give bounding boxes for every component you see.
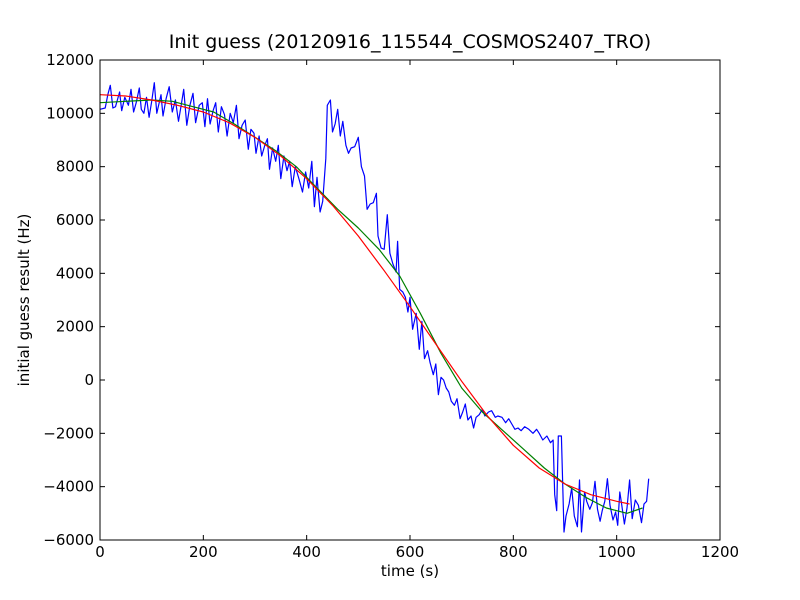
series-line-1 — [99, 82, 650, 533]
y-tick-label: 10000 — [46, 104, 94, 122]
y-tick-label: 8000 — [56, 158, 94, 176]
y-tick-label: −6000 — [43, 531, 94, 549]
x-tick-label: 200 — [189, 543, 218, 561]
series-layer — [99, 82, 650, 533]
y-tick-label: 0 — [84, 371, 94, 389]
y-axis-label: initial guess result (Hz) — [15, 214, 33, 387]
y-tick-label: 4000 — [56, 264, 94, 282]
y-tick-label: −2000 — [43, 424, 94, 442]
plot-frame — [99, 59, 721, 541]
chart-title: Init guess (20120916_115544_COSMOS2407_T… — [169, 31, 651, 53]
y-tick-label: 6000 — [56, 211, 94, 229]
series-line-3 — [99, 94, 630, 505]
series-line-2 — [99, 99, 643, 514]
x-tick-label: 1000 — [598, 543, 636, 561]
x-tick-label: 800 — [499, 543, 528, 561]
y-tick-label: −4000 — [43, 478, 94, 496]
x-tick-label: 600 — [396, 543, 425, 561]
y-tick-label: 2000 — [56, 318, 94, 336]
x-tick-label: 400 — [292, 543, 321, 561]
x-axis-label: time (s) — [381, 562, 439, 580]
x-tick-label: 0 — [95, 543, 105, 561]
tick-layer: 0 200 400 600 800 1000 1200 −6000 −4000 −2000 0 200… — [43, 51, 739, 561]
y-tick-label: 12000 — [46, 51, 94, 69]
x-tick-label: 1200 — [701, 543, 739, 561]
